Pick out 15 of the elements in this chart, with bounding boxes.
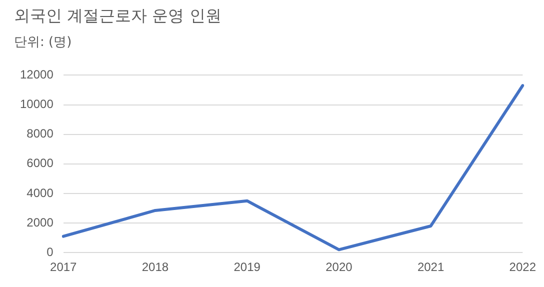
y-tick-label: 12000	[20, 68, 54, 82]
chart-title: 외국인 계절근로자 운영 인원	[14, 6, 222, 27]
chart-subtitle: 단위: (명)	[14, 34, 72, 51]
y-tick-label: 6000	[26, 156, 54, 170]
y-tick-label: 4000	[26, 186, 54, 200]
y-tick-label: 0	[46, 244, 54, 259]
x-tick-label: 2018	[142, 260, 169, 274]
x-tick-label: 2020	[326, 260, 353, 274]
y-tick-label: 8000	[26, 126, 54, 141]
x-tick-label: 2022	[509, 260, 536, 274]
x-tick-label: 2021	[417, 260, 444, 274]
y-tick-label: 2000	[26, 215, 54, 230]
x-tick-label: 2017	[50, 260, 78, 274]
x-tick-label: 2019	[234, 260, 261, 274]
y-tick-label: 10000	[20, 97, 54, 112]
